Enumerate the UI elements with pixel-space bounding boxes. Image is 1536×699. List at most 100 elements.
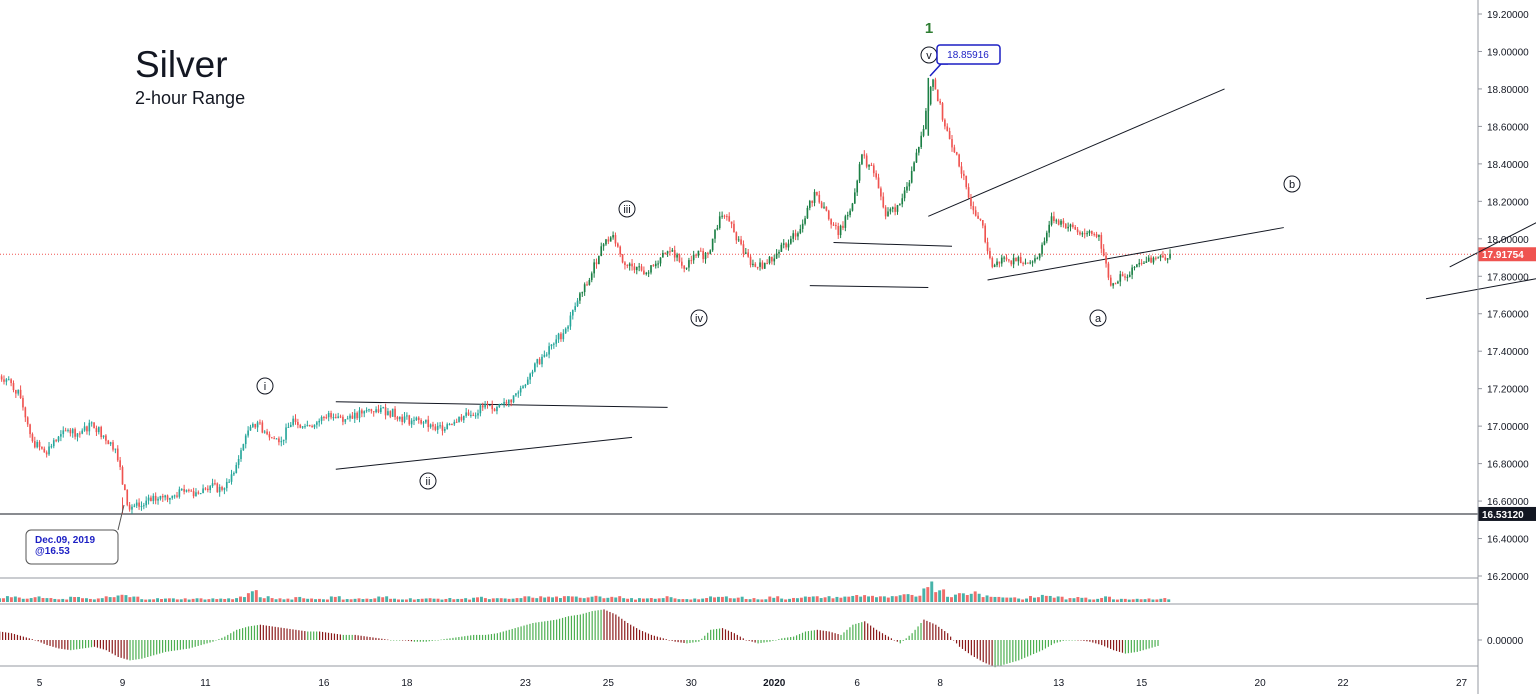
- oscillator-bar: [592, 611, 593, 640]
- candle-body: [437, 426, 439, 430]
- candle-body: [612, 235, 614, 237]
- oscillator-bar: [20, 636, 21, 640]
- volume-bar: [843, 597, 846, 602]
- candle-body: [1008, 259, 1010, 260]
- oscillator-bar: [429, 640, 430, 641]
- candle-body: [271, 437, 273, 438]
- candle-body: [152, 496, 154, 501]
- y-tick-label: 18.00000: [1487, 235, 1529, 246]
- candle-body: [456, 422, 458, 423]
- candle-body: [788, 244, 790, 248]
- volume-bar: [606, 598, 609, 602]
- candle-body: [1072, 225, 1074, 227]
- candle-body: [773, 259, 775, 262]
- oscillator-bar: [562, 618, 563, 640]
- candle-body: [8, 379, 10, 380]
- oscillator-bar: [1030, 640, 1031, 655]
- candle-body: [1084, 233, 1086, 234]
- callout-top-text: 18.85916: [947, 50, 989, 61]
- candle-body: [288, 427, 290, 428]
- oscillator-bar: [568, 616, 569, 640]
- volume-bar: [622, 598, 625, 602]
- candle-body: [887, 211, 889, 216]
- volume-bar: [1167, 599, 1170, 602]
- oscillator-bar: [894, 640, 895, 641]
- oscillator-bar: [313, 632, 314, 641]
- candle-body: [162, 496, 164, 497]
- candle-body: [783, 243, 785, 244]
- candle-body: [36, 442, 38, 447]
- oscillator-bar: [1033, 640, 1034, 654]
- candle-body: [771, 257, 773, 262]
- candle-body: [93, 422, 95, 428]
- oscillator-bar: [322, 632, 323, 640]
- candle-body: [404, 416, 406, 421]
- candle-body: [22, 398, 24, 407]
- oscillator-bar: [165, 640, 166, 652]
- volume-bar: [883, 596, 886, 602]
- volume-bar: [318, 599, 321, 602]
- candle-body: [624, 262, 626, 265]
- oscillator-bar: [520, 626, 521, 640]
- oscillator-bar: [657, 637, 658, 640]
- volume-bar: [500, 598, 503, 602]
- current-price-label: 17.91754: [1482, 250, 1524, 261]
- volume-bar: [2, 598, 5, 602]
- oscillator-bar: [198, 640, 199, 646]
- oscillator-bar: [171, 640, 172, 651]
- oscillator-bar: [882, 633, 883, 640]
- oscillator-bar: [491, 634, 492, 640]
- candle-body: [480, 405, 482, 413]
- candle-body: [325, 417, 327, 418]
- volume-bar: [543, 598, 546, 602]
- oscillator-bar: [304, 631, 305, 640]
- candle-body: [96, 428, 98, 432]
- oscillator-bar: [515, 628, 516, 640]
- oscillator-bar: [997, 640, 998, 666]
- oscillator-bar: [787, 637, 788, 640]
- candle-body: [1086, 233, 1088, 234]
- oscillator-bar: [873, 628, 874, 640]
- candle-body: [610, 237, 612, 241]
- volume-bar: [243, 597, 246, 602]
- candle-body: [731, 222, 733, 224]
- oscillator-bar: [343, 635, 344, 640]
- volume-bar: [148, 599, 151, 602]
- volume-bar: [93, 599, 96, 602]
- oscillator-bar: [675, 640, 676, 642]
- oscillator-bar: [701, 639, 702, 640]
- volume-bar: [105, 596, 108, 602]
- candle-body: [743, 244, 745, 254]
- candle-body: [882, 197, 884, 208]
- candle-body: [13, 383, 15, 390]
- candle-body: [60, 434, 62, 436]
- candle-body: [297, 422, 299, 425]
- volume-bar: [1065, 599, 1068, 602]
- volume-bar: [425, 598, 428, 602]
- volume-bar: [6, 596, 9, 602]
- volume-bar: [1049, 596, 1052, 602]
- candle-body: [1077, 229, 1079, 232]
- candle-body: [577, 301, 579, 307]
- volume-bar: [326, 599, 329, 602]
- candle-body: [243, 444, 245, 450]
- oscillator-bar: [722, 628, 723, 640]
- oscillator-bar: [1157, 640, 1158, 646]
- oscillator-bar: [929, 622, 930, 640]
- oscillator-bar: [642, 631, 643, 640]
- candle-body: [1003, 258, 1005, 259]
- candle-body: [245, 436, 247, 445]
- oscillator-bar: [2, 632, 3, 640]
- oscillator-bar: [38, 640, 39, 641]
- candle-body: [679, 255, 681, 262]
- candle-body: [963, 174, 965, 176]
- candle-body: [188, 490, 190, 491]
- volume-bar: [354, 599, 357, 602]
- volume-bar: [847, 597, 850, 602]
- oscillator-bar: [355, 635, 356, 640]
- candle-body: [247, 430, 249, 435]
- x-tick-label: 15: [1136, 678, 1148, 689]
- candle-body: [925, 111, 927, 129]
